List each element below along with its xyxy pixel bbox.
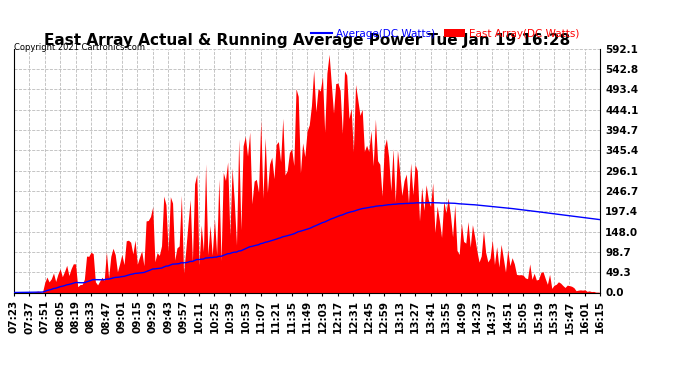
- Text: Copyright 2021 Cartronics.com: Copyright 2021 Cartronics.com: [14, 43, 145, 52]
- Legend: Average(DC Watts), East Array(DC Watts): Average(DC Watts), East Array(DC Watts): [307, 25, 583, 43]
- Title: East Array Actual & Running Average Power Tue Jan 19 16:28: East Array Actual & Running Average Powe…: [44, 33, 570, 48]
